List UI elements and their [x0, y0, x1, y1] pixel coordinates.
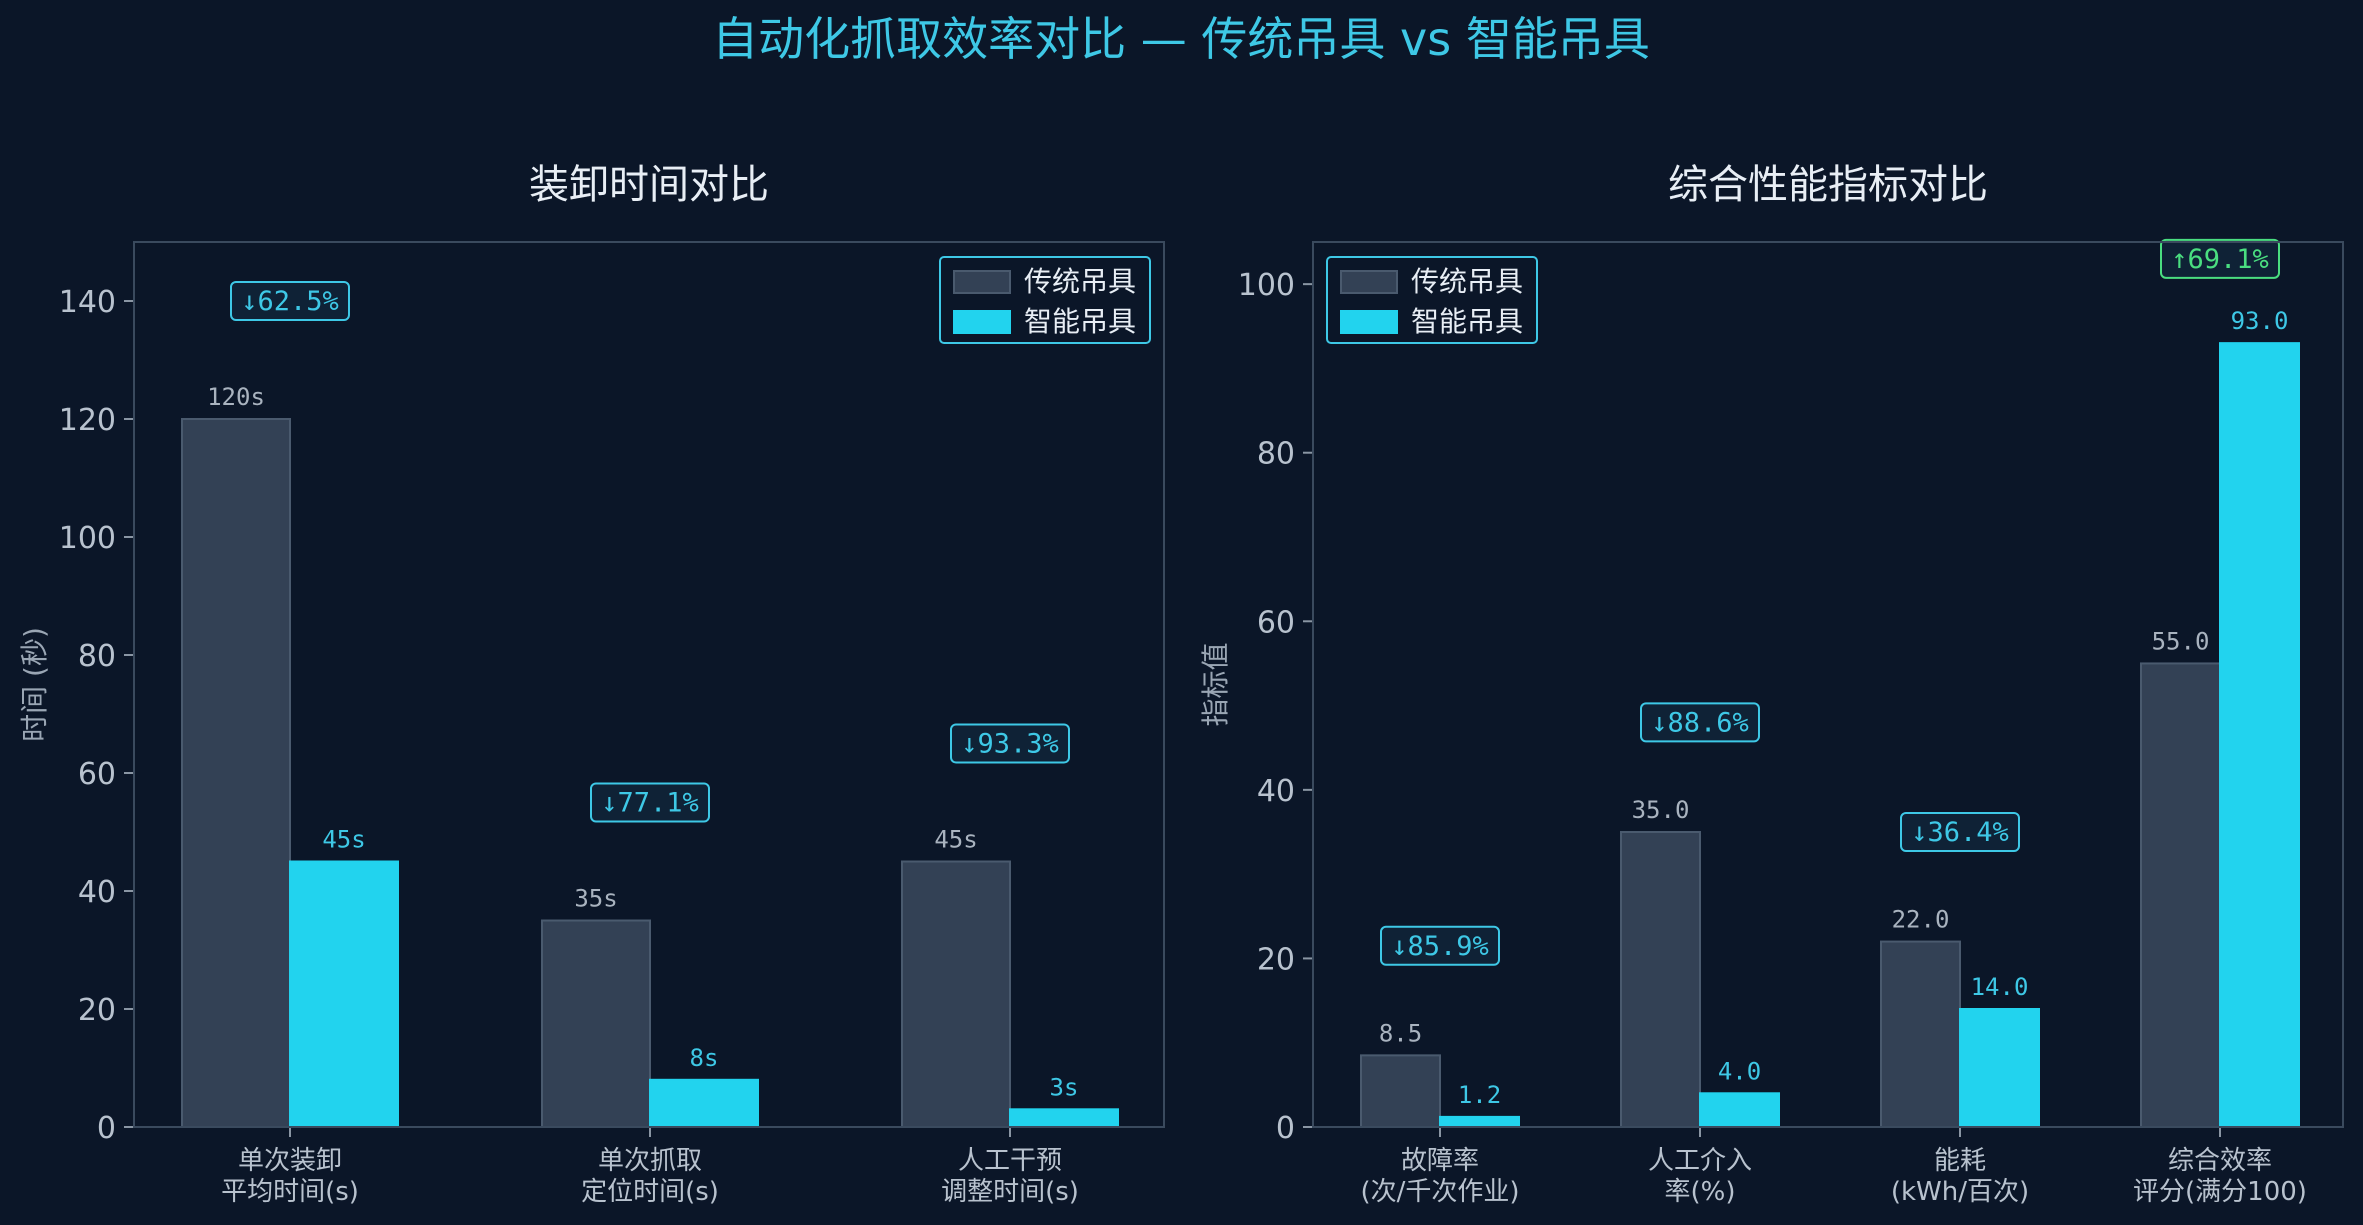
p1-y-axis-label: 指标值: [1199, 642, 1232, 726]
p0-plot-frame: [133, 241, 1165, 1128]
p0-category-label-1-1: 定位时间(s): [581, 1177, 719, 1207]
p1-value-label-traditional-3: 55.0: [2152, 627, 2210, 655]
p1-change-badge-text-3: ↑69.1%: [2171, 244, 2269, 275]
p1-category-label-3-1: 评分(满分100): [2133, 1177, 2307, 1207]
p1-plot-frame: [1312, 241, 2344, 1128]
p0-bar-traditional-1: [541, 919, 651, 1128]
p1-y-tick-label: 100: [1238, 268, 1295, 303]
p1-value-label-traditional-1: 35.0: [1632, 796, 1690, 824]
p1-category-label-1-1: 率(%): [1665, 1177, 1736, 1207]
p1-change-badge-text-2: ↓36.4%: [1911, 817, 2009, 848]
p0-legend-label-1: 智能吊具: [1024, 305, 1136, 338]
p0-value-label-smart-2: 3s: [1050, 1073, 1079, 1101]
p1-legend-label-0: 传统吊具: [1411, 265, 1523, 298]
p0-category-label-2-0: 人工干预: [958, 1146, 1062, 1176]
p1-y-tick-label: 60: [1257, 605, 1295, 640]
p1-category-label-2-0: 能耗: [1934, 1146, 1986, 1176]
p0-change-badge-text-0: ↓62.5%: [241, 286, 339, 317]
p0-change-badge-0: [230, 281, 350, 321]
p1-value-label-smart-3: 93.0: [2231, 307, 2289, 335]
p1-value-label-smart-1: 4.0: [1718, 1057, 1761, 1085]
p0-bar-smart-0: [289, 860, 399, 1128]
p0-bar-traditional-2: [901, 860, 1011, 1128]
p0-value-label-traditional-0: 120s: [207, 383, 265, 411]
p1-legend-swatch-0: [1340, 270, 1398, 294]
p0-y-tick-label: 80: [78, 639, 116, 674]
p1-y-tick-label: 80: [1257, 437, 1295, 472]
p0-category-label-0-1: 平均时间(s): [221, 1177, 359, 1207]
p1-category-label-0-0: 故障率: [1401, 1146, 1479, 1176]
p0-y-tick-label: 20: [78, 993, 116, 1028]
p0-category-label-1-0: 单次抓取: [598, 1146, 702, 1176]
p0-value-label-traditional-2: 45s: [934, 826, 977, 854]
p1-change-badge-text-1: ↓88.6%: [1651, 707, 1749, 738]
p0-y-tick-label: 60: [78, 757, 116, 792]
p1-value-label-traditional-0: 8.5: [1379, 1019, 1422, 1047]
p1-change-badge-text-0: ↓85.9%: [1391, 931, 1489, 962]
p0-value-label-smart-1: 8s: [690, 1044, 719, 1072]
p1-change-badge-3: [2160, 238, 2280, 279]
figure-title: 自动化抓取效率对比 — 传统吊具 vs 智能吊具: [712, 12, 1650, 66]
p1-bar-smart-3: [2219, 342, 2300, 1128]
p0-change-badge-1: [590, 782, 710, 823]
p1-category-label-1-0: 人工介入: [1648, 1146, 1752, 1176]
p0-change-badge-2: [950, 723, 1070, 764]
p0-category-label-0-0: 单次装卸: [238, 1146, 342, 1176]
p0-legend-swatch-0: [953, 270, 1011, 294]
p1-value-label-traditional-2: 22.0: [1892, 906, 1950, 934]
p1-category-label-0-1: (次/千次作业): [1360, 1177, 1519, 1207]
p0-y-tick-label: 120: [59, 403, 116, 438]
p0-y-axis-label: 时间 (秒): [18, 627, 51, 742]
p0-bar-smart-2: [1009, 1108, 1119, 1129]
p1-change-badge-2: [1900, 812, 2020, 852]
p1-panel-title: 综合性能指标对比: [1668, 162, 1988, 208]
p1-value-label-smart-0: 1.2: [1458, 1081, 1501, 1109]
p1-legend-swatch-1: [1340, 310, 1398, 334]
p1-change-badge-0: [1380, 925, 1500, 966]
p1-value-label-smart-2: 14.0: [1971, 973, 2029, 1001]
p1-bar-traditional-0: [1360, 1054, 1441, 1129]
p1-bar-smart-0: [1439, 1115, 1520, 1129]
p0-panel-title: 装卸时间对比: [529, 162, 769, 208]
p1-bar-smart-2: [1959, 1008, 2040, 1128]
p1-y-tick-label: 40: [1257, 774, 1295, 809]
p0-value-label-traditional-1: 35s: [574, 885, 617, 913]
p0-y-tick-label: 0: [97, 1111, 116, 1146]
p0-category-label-2-1: 调整时间(s): [941, 1177, 1079, 1207]
p1-bar-traditional-2: [1880, 940, 1961, 1128]
p1-category-label-3-0: 综合效率: [2168, 1146, 2272, 1176]
p0-y-tick-label: 100: [59, 521, 116, 556]
p0-change-badge-text-2: ↓93.3%: [961, 729, 1059, 760]
p1-change-badge-1: [1640, 702, 1760, 743]
p0-y-tick-label: 40: [78, 875, 116, 910]
p0-bar-smart-1: [649, 1078, 759, 1129]
p1-bar-traditional-3: [2140, 662, 2221, 1129]
p0-bar-traditional-0: [181, 418, 291, 1128]
p1-legend-label-1: 智能吊具: [1411, 305, 1523, 338]
p0-legend-swatch-1: [953, 310, 1011, 334]
p1-y-tick-label: 20: [1257, 942, 1295, 977]
p1-category-label-2-1: (kWh/百次): [1891, 1177, 2029, 1207]
p1-y-tick-label: 0: [1276, 1111, 1295, 1146]
p0-value-label-smart-0: 45s: [322, 826, 365, 854]
p0-legend-label-0: 传统吊具: [1024, 265, 1136, 298]
p0-y-tick-label: 140: [59, 285, 116, 320]
p1-bar-smart-1: [1699, 1092, 1780, 1129]
p0-change-badge-text-1: ↓77.1%: [601, 788, 699, 819]
p1-bar-traditional-1: [1620, 831, 1701, 1128]
